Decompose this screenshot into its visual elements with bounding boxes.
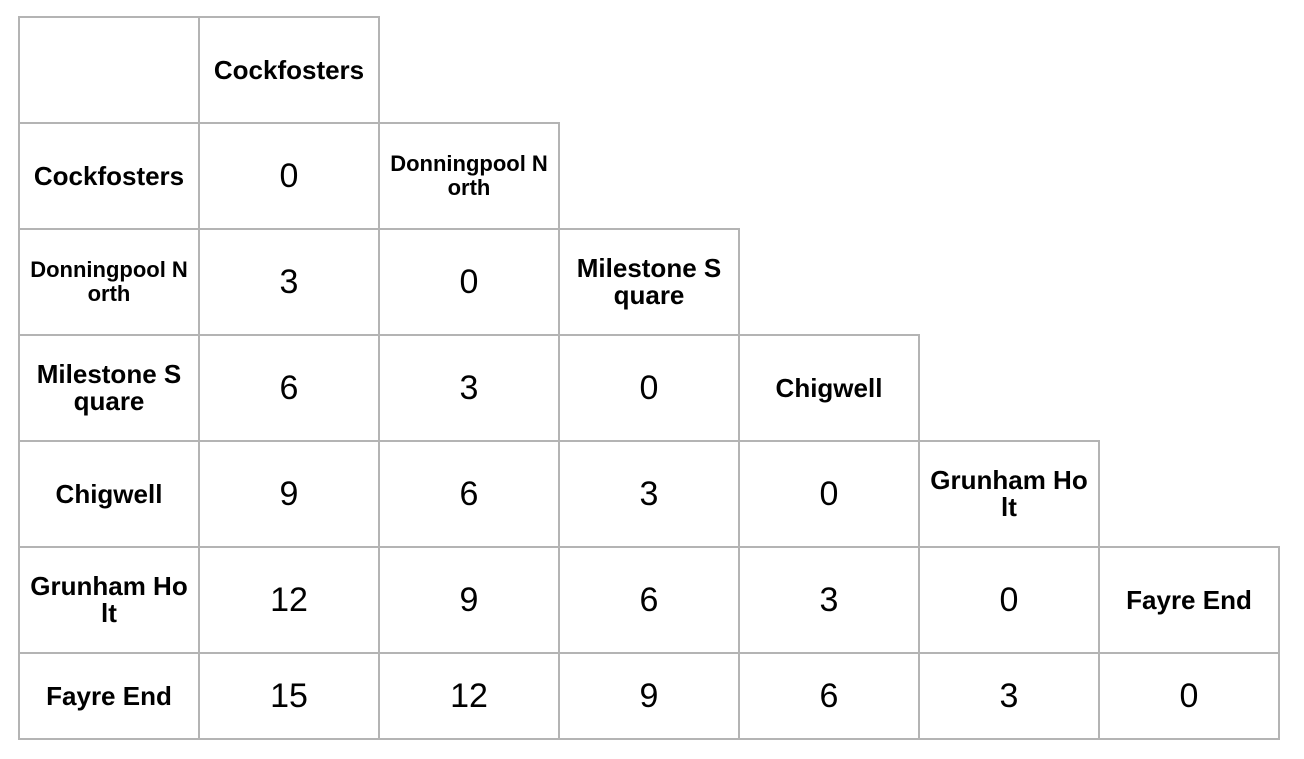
- distance-cell: 0: [198, 122, 380, 230]
- distance-cell: 3: [378, 334, 560, 442]
- distance-cell: 0: [738, 440, 920, 548]
- row-header: Fayre End: [18, 652, 200, 740]
- distance-cell: 9: [558, 652, 740, 740]
- column-header: Milestone Square: [558, 228, 740, 336]
- distance-cell: 9: [378, 546, 560, 654]
- row-header: Milestone Square: [18, 334, 200, 442]
- row-header: Grunham Holt: [18, 546, 200, 654]
- column-header: Chigwell: [738, 334, 920, 442]
- distance-cell: 6: [738, 652, 920, 740]
- distance-cell: 0: [558, 334, 740, 442]
- distance-cell: 9: [198, 440, 380, 548]
- distance-cell: 0: [918, 546, 1100, 654]
- corner-cell: [18, 16, 200, 124]
- distance-cell: 3: [198, 228, 380, 336]
- distance-cell: 3: [558, 440, 740, 548]
- row-header: Chigwell: [18, 440, 200, 548]
- distance-cell: 6: [198, 334, 380, 442]
- distance-cell: 3: [738, 546, 920, 654]
- column-header: Donningpool North: [378, 122, 560, 230]
- column-header: Grunham Holt: [918, 440, 1100, 548]
- distance-cell: 12: [378, 652, 560, 740]
- distance-cell: 0: [1098, 652, 1280, 740]
- column-header: Fayre End: [1098, 546, 1280, 654]
- distance-cell: 6: [378, 440, 560, 548]
- distance-cell: 0: [378, 228, 560, 336]
- row-header: Donningpool North: [18, 228, 200, 336]
- column-header: Cockfosters: [198, 16, 380, 124]
- distance-cell: 15: [198, 652, 380, 740]
- distance-cell: 12: [198, 546, 380, 654]
- row-header: Cockfosters: [18, 122, 200, 230]
- distance-cell: 3: [918, 652, 1100, 740]
- distance-cell: 6: [558, 546, 740, 654]
